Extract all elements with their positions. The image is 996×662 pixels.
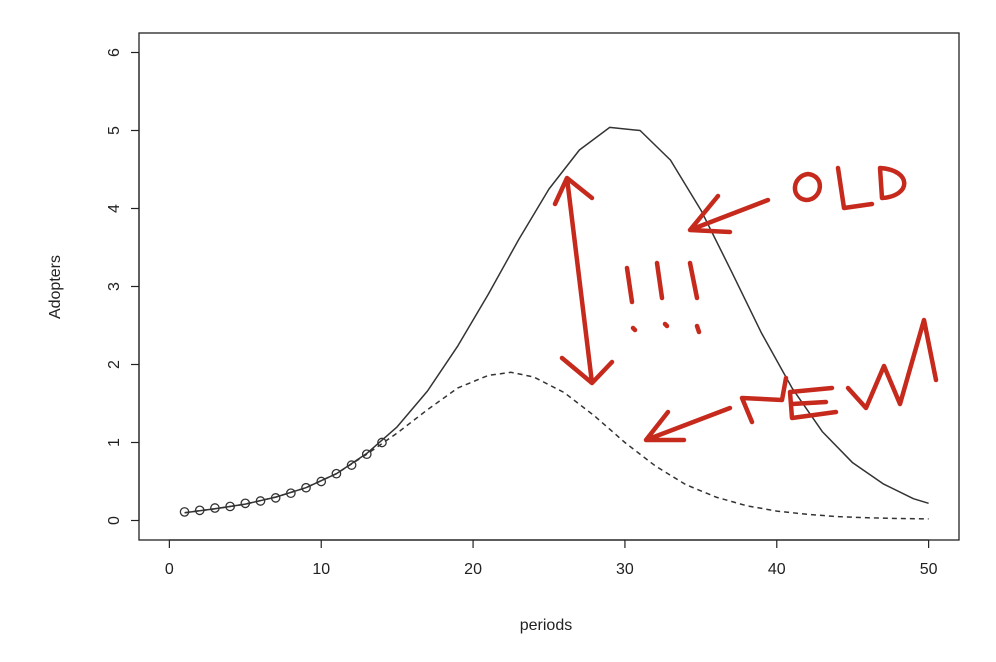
data-point (301, 482, 311, 493)
series-layer (179, 126, 929, 520)
x-tick-label: 30 (616, 561, 634, 578)
data-point (286, 488, 296, 499)
data-point (179, 507, 190, 517)
data-point (346, 460, 357, 470)
y-tick-label: 3 (106, 282, 123, 291)
data-point (361, 449, 372, 460)
x-tick-label: 0 (165, 561, 174, 578)
annotation-new (643, 317, 939, 443)
x-axis: 0 10 20 30 40 50 (165, 539, 938, 578)
annotation-new-letters (739, 317, 939, 425)
x-tick-label: 50 (920, 561, 938, 578)
x-tick-label: 20 (464, 561, 482, 578)
y-axis: 0 1 2 3 4 5 6 (106, 48, 140, 525)
x-tick-label: 10 (312, 561, 330, 578)
data-point (331, 468, 342, 479)
plot-frame (138, 32, 960, 541)
x-axis-label: periods (520, 617, 572, 634)
data-point (194, 505, 205, 516)
y-tick-label: 4 (106, 204, 123, 213)
series-new-dashed-line (184, 371, 929, 520)
annotation-gap (552, 175, 702, 386)
annotation-exclaim (624, 260, 702, 335)
data-point (240, 498, 251, 509)
y-tick-label: 0 (106, 516, 123, 525)
data-point (316, 476, 327, 487)
data-point (210, 503, 220, 513)
y-tick-label: 1 (106, 438, 123, 447)
annotation-old-letters (792, 165, 907, 211)
x-tick-label: 40 (768, 561, 786, 578)
series-old-solid-line (184, 126, 929, 514)
annotation-gap-arrow (552, 175, 615, 386)
annotation-old-arrow (687, 193, 771, 235)
data-point (225, 501, 235, 512)
y-axis-label: Adopters (47, 255, 64, 319)
annotation-new-arrow (643, 405, 733, 443)
data-point (270, 493, 281, 503)
y-tick-label: 6 (106, 48, 123, 57)
y-tick-label: 5 (106, 126, 123, 135)
annotation-old (687, 165, 907, 235)
y-tick-label: 2 (106, 360, 123, 369)
data-point (255, 496, 266, 506)
data-point (377, 437, 387, 448)
